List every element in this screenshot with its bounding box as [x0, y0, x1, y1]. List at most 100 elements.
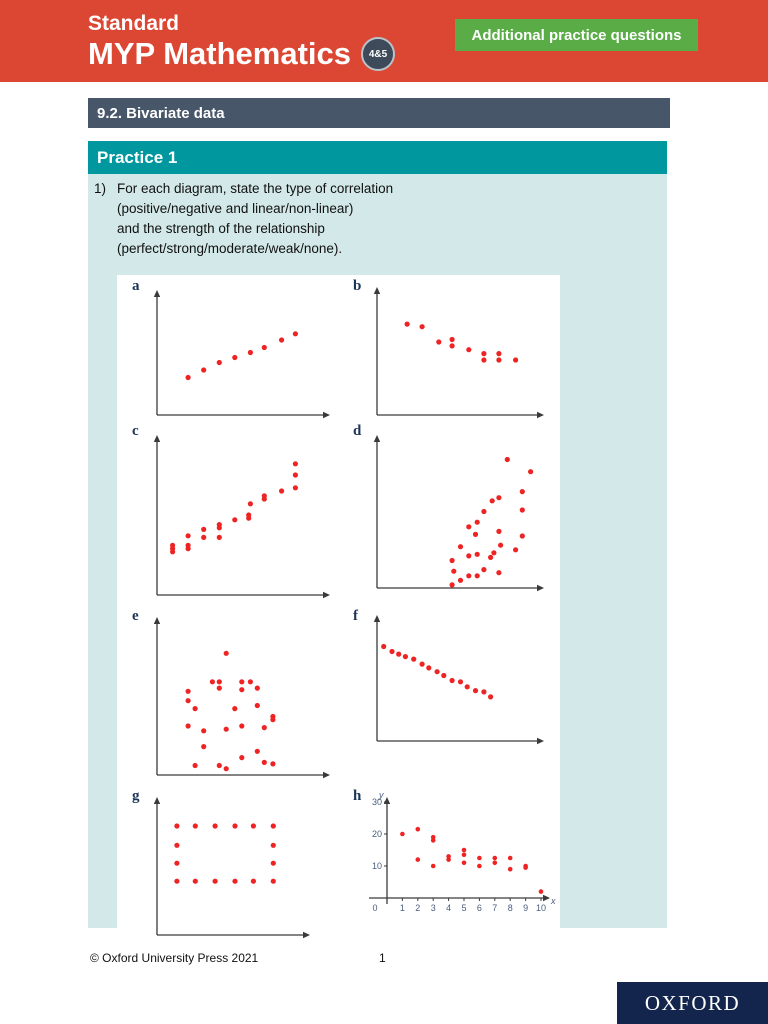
data-point [261, 759, 267, 765]
level-badge: 4&5 [361, 37, 396, 71]
plot-label-h: h [353, 788, 362, 804]
edition-label: Standard [88, 12, 180, 35]
data-point [223, 726, 229, 732]
additional-practice-questions-button[interactable]: Additional practice questions [455, 19, 698, 51]
data-point [174, 860, 180, 866]
x-tick-label: 5 [461, 903, 466, 913]
data-point [441, 672, 447, 679]
plot-label-e: e [132, 608, 139, 624]
data-point [419, 324, 425, 330]
data-point [449, 336, 455, 343]
x-tick-label: 1 [400, 903, 405, 913]
data-point [436, 339, 442, 345]
data-point [426, 665, 432, 671]
data-point [170, 549, 176, 555]
data-point [474, 551, 480, 557]
oxford-logo-text: OXFORD [644, 990, 741, 1015]
plot-label-g: g [132, 788, 140, 804]
data-point [488, 694, 494, 700]
data-point [449, 582, 455, 588]
data-point [292, 461, 298, 467]
data-point [489, 498, 495, 504]
data-point [232, 878, 238, 884]
x-tick-label: 4 [446, 903, 451, 913]
data-point [430, 838, 436, 843]
data-point [457, 577, 464, 583]
y-axis-arrow [373, 615, 381, 622]
data-point [247, 501, 253, 507]
data-point [466, 553, 472, 559]
data-point [270, 860, 276, 866]
plot-cell-b: b [338, 277, 560, 422]
data-point [430, 863, 436, 869]
origin-label: 0 [372, 903, 377, 913]
data-point [247, 349, 253, 356]
data-point [250, 878, 256, 884]
oxford-logo: OXFORD [617, 982, 768, 1024]
question-text: For each diagram, state the type of corr… [117, 181, 394, 256]
x-axis-arrow [323, 591, 330, 599]
data-point [477, 855, 482, 861]
plot-cell-e: e [117, 607, 338, 787]
data-point [212, 823, 218, 829]
data-point [270, 717, 276, 723]
data-point [492, 855, 498, 861]
data-point [519, 507, 525, 513]
data-point [504, 456, 510, 463]
data-point [201, 367, 207, 373]
data-point [192, 762, 198, 769]
data-point [481, 567, 487, 573]
data-point [192, 878, 198, 884]
data-point [261, 496, 267, 502]
practice-block: Practice 1 1) For each diagram, state th… [88, 141, 667, 946]
data-point [185, 698, 191, 704]
data-point [174, 842, 180, 848]
data-point [528, 469, 534, 475]
data-point [457, 544, 464, 550]
data-point [449, 677, 455, 684]
data-point [496, 570, 502, 576]
data-point [449, 343, 455, 349]
data-point [507, 855, 513, 861]
question-1: 1) For each diagram, state the type of c… [94, 179, 393, 259]
data-point [446, 854, 451, 859]
x-axis-arrow [537, 411, 544, 419]
page-number: 1 [379, 951, 386, 965]
data-point [254, 685, 260, 691]
scatter-plots-panel: a b c d e [117, 275, 560, 946]
data-point [461, 860, 467, 866]
x-tick-label: 2 [415, 903, 420, 913]
scatter-plot-h: 1 2 3 4 5 6 7 8 9 10 10 20 30 0 y x [369, 790, 556, 913]
data-point [212, 878, 218, 884]
data-point [174, 878, 180, 884]
data-point [279, 337, 285, 343]
data-point [201, 728, 207, 734]
data-point [481, 351, 487, 357]
data-point [451, 568, 457, 574]
practice-title-bar: Practice 1 [88, 141, 667, 174]
plot-cell-a: a [117, 277, 338, 422]
data-point [523, 865, 528, 870]
data-point [461, 852, 467, 858]
data-point [192, 823, 198, 829]
data-point [292, 331, 298, 337]
data-point [466, 573, 472, 579]
data-point [270, 878, 276, 884]
plot-label-b: b [353, 278, 362, 294]
data-point [434, 669, 440, 675]
plot-cell-h: h 1 2 3 4 5 6 7 8 9 10 10 20 30 0 y x [338, 787, 560, 945]
data-point [192, 706, 198, 712]
x-axis-arrow [323, 771, 330, 779]
plot-cell-f: f [338, 607, 560, 787]
data-point [216, 762, 222, 769]
data-point [185, 723, 191, 729]
plot-cell-c: c [117, 422, 338, 607]
data-point [261, 344, 267, 351]
data-point [496, 357, 502, 363]
data-point [481, 508, 487, 515]
data-point [461, 847, 467, 853]
data-point [404, 321, 410, 327]
data-point [513, 357, 519, 363]
data-point [481, 689, 487, 695]
